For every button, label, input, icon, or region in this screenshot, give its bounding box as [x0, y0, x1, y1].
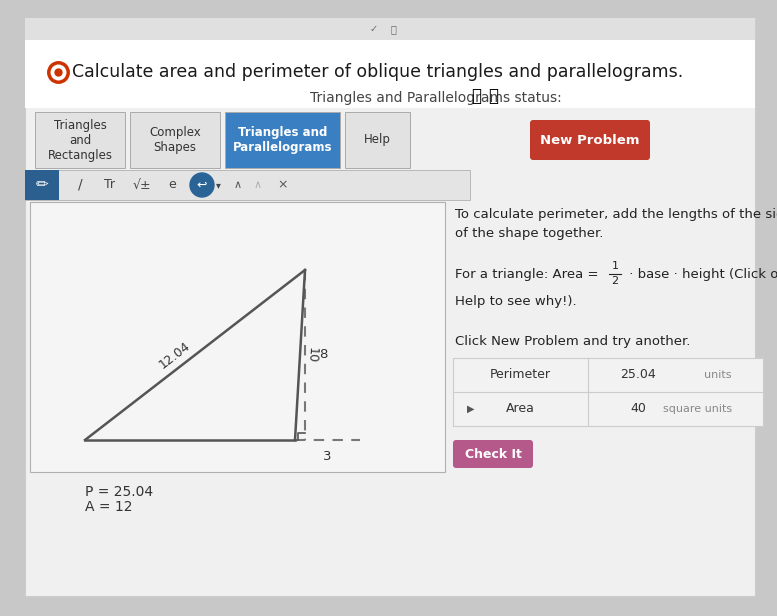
Text: Calculate area and perimeter of oblique triangles and parallelograms.: Calculate area and perimeter of oblique …: [72, 63, 683, 81]
Bar: [25, 170, 59, 200]
Text: P = 25.04: P = 25.04: [85, 485, 153, 499]
FancyBboxPatch shape: [453, 440, 533, 468]
Text: Help: Help: [364, 134, 391, 147]
Text: Triangles and
Parallelograms: Triangles and Parallelograms: [233, 126, 333, 154]
Text: ⬜: ⬜: [391, 24, 396, 34]
Bar: [25, 18, 755, 40]
Text: For a triangle: Area =: For a triangle: Area =: [455, 268, 603, 281]
Text: √±: √±: [133, 179, 152, 192]
Text: Triangles and Parallelograms status:: Triangles and Parallelograms status:: [310, 91, 562, 105]
Bar: [345, 112, 410, 168]
Text: Check It: Check It: [465, 447, 521, 461]
Text: New Problem: New Problem: [540, 134, 639, 147]
Text: To calculate perimeter, add the lengths of the sides
of the shape together.: To calculate perimeter, add the lengths …: [455, 208, 777, 240]
Text: 12.04: 12.04: [157, 339, 193, 371]
Text: A = 12: A = 12: [85, 500, 133, 514]
Text: ↩: ↩: [197, 179, 207, 192]
Circle shape: [190, 173, 214, 197]
Text: Triangles
and
Rectangles: Triangles and Rectangles: [47, 118, 113, 161]
Text: 8: 8: [319, 349, 327, 362]
Text: /: /: [78, 178, 82, 192]
Text: ▶: ▶: [467, 404, 475, 414]
Text: 2: 2: [611, 276, 618, 286]
Text: ▾: ▾: [215, 180, 221, 190]
Text: 1: 1: [611, 261, 618, 271]
FancyBboxPatch shape: [530, 120, 650, 160]
Text: ✓: ✓: [369, 24, 378, 34]
Text: Tr: Tr: [104, 179, 116, 192]
Text: Complex
Shapes: Complex Shapes: [149, 126, 201, 154]
Text: units: units: [704, 370, 732, 380]
Bar: [25, 170, 470, 200]
Text: · base · height (Click on: · base · height (Click on: [625, 268, 777, 281]
Bar: [35, 112, 125, 168]
Text: Click New Problem and try another.: Click New Problem and try another.: [455, 335, 691, 348]
Text: ∧: ∧: [234, 180, 242, 190]
Bar: [130, 112, 220, 168]
Text: ∧: ∧: [254, 180, 262, 190]
Text: 3: 3: [323, 450, 332, 463]
Text: e: e: [168, 179, 176, 192]
Text: 10: 10: [305, 347, 319, 363]
Bar: [225, 112, 340, 168]
Text: Help to see why!).: Help to see why!).: [455, 295, 577, 308]
Bar: [453, 358, 763, 426]
Text: 25.04: 25.04: [620, 368, 656, 381]
Text: 👍: 👍: [488, 87, 498, 105]
Text: Perimeter: Perimeter: [490, 368, 551, 381]
Bar: [30, 202, 445, 472]
Text: ✏: ✏: [36, 177, 48, 192]
Text: 40: 40: [630, 402, 646, 416]
Text: ×: ×: [277, 179, 288, 192]
Text: 👍: 👍: [471, 87, 481, 105]
Bar: [25, 40, 755, 108]
Text: square units: square units: [664, 404, 733, 414]
Text: Area: Area: [506, 402, 535, 416]
